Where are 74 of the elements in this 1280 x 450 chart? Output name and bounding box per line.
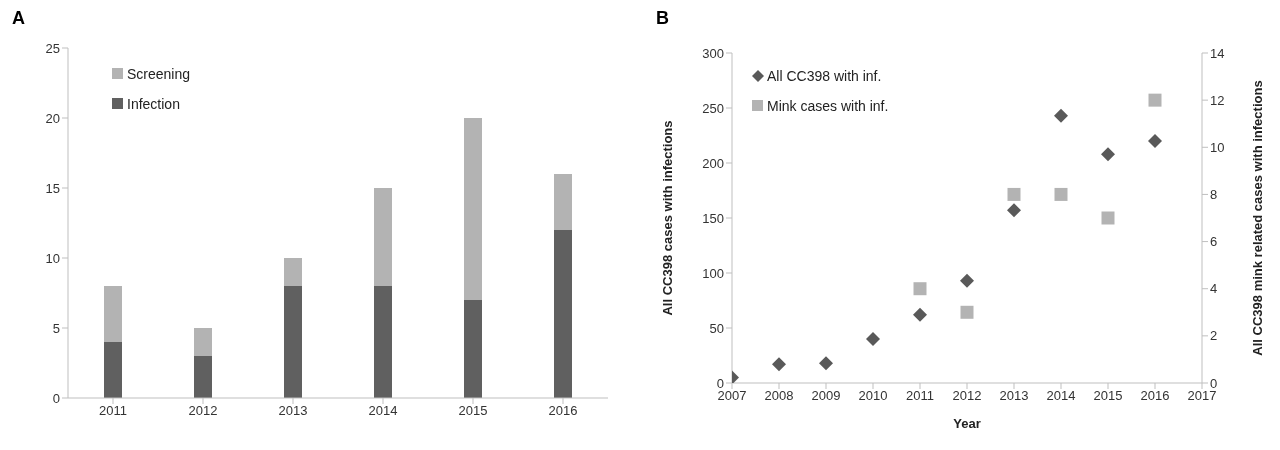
- point: [819, 356, 833, 371]
- x-tick-label: 2007: [717, 388, 747, 404]
- y-tick-label: 15: [45, 180, 60, 196]
- point: [1007, 187, 1021, 201]
- y-tick-label: 300: [702, 45, 724, 61]
- x-tick-label: 2015: [1093, 388, 1123, 404]
- y2-tick-label: 10: [1210, 139, 1225, 155]
- x-tick-label: 2009: [811, 388, 841, 404]
- y-tick-label: 150: [702, 210, 724, 226]
- y2-tick-label: 14: [1210, 45, 1225, 61]
- point: [960, 273, 974, 288]
- x-tick-label: 2016: [548, 403, 578, 419]
- bar: [284, 286, 302, 398]
- x-tick-label: 2012: [952, 388, 982, 404]
- y-tick-label: 10: [45, 250, 60, 266]
- point: [913, 307, 927, 322]
- y-tick-label: 25: [45, 40, 60, 56]
- y2-tick-label: 6: [1210, 234, 1218, 250]
- y-tick-label: 200: [702, 155, 724, 171]
- bar: [194, 356, 212, 398]
- x-tick-label: 2011: [99, 403, 127, 419]
- bar: [104, 286, 122, 342]
- x-tick-label: 2013: [278, 403, 308, 419]
- x-axis-title: Year: [953, 416, 981, 431]
- point: [1148, 134, 1162, 148]
- bar: [554, 230, 572, 398]
- x-tick-label: 2008: [764, 388, 794, 404]
- y-tick-label: 0: [716, 375, 724, 391]
- point: [1148, 93, 1162, 107]
- bar: [104, 342, 122, 398]
- x-tick-label: 2012: [188, 403, 218, 419]
- point: [1054, 187, 1068, 201]
- bar: [554, 174, 572, 230]
- y2-tick-label: 4: [1210, 281, 1218, 297]
- bar: [464, 118, 482, 300]
- y-tick-label: 20: [45, 110, 60, 126]
- chart-title: B: [656, 8, 669, 29]
- legend-label: Mink cases with inf.: [767, 98, 889, 114]
- y2-axis-title: All CC398 mink related cases with infections: [1249, 80, 1265, 356]
- y-tick-label: 50: [709, 320, 724, 336]
- point: [1007, 203, 1021, 218]
- point: [1054, 108, 1068, 123]
- point: [866, 332, 880, 346]
- y-tick-label: 100: [702, 265, 724, 281]
- y-tick-label: 5: [52, 320, 60, 336]
- point: [772, 357, 786, 372]
- legend-label: All CC398 with inf.: [767, 68, 882, 84]
- bar: [284, 258, 302, 286]
- x-tick-label: 2016: [1140, 388, 1170, 404]
- point: [913, 282, 927, 296]
- x-tick-label: 2010: [858, 388, 888, 404]
- chart-title: A: [12, 8, 25, 29]
- y2-tick-label: 0: [1210, 375, 1218, 391]
- bar: [374, 188, 392, 286]
- point: [1101, 147, 1115, 162]
- x-tick-label: 2017: [1187, 388, 1217, 404]
- x-tick-label: 2011: [906, 388, 934, 404]
- y2-tick-label: 8: [1210, 187, 1218, 203]
- x-tick-label: 2014: [368, 403, 398, 419]
- point: [960, 305, 974, 319]
- legend-label: Screening: [127, 66, 191, 82]
- legend-label: Infection: [127, 96, 180, 112]
- x-tick-label: 2014: [1046, 388, 1076, 404]
- y-tick-label: 250: [702, 100, 724, 116]
- x-tick-label: 2015: [458, 403, 488, 419]
- point: [1101, 211, 1115, 225]
- x-tick-label: 2013: [999, 388, 1029, 404]
- bar: [374, 286, 392, 398]
- bar: [194, 328, 212, 356]
- y2-tick-label: 12: [1210, 92, 1225, 108]
- y2-tick-label: 2: [1210, 328, 1218, 344]
- y-tick-label: 0: [52, 390, 60, 406]
- y-axis-title: All CC398 cases with infections: [659, 120, 675, 316]
- bar: [464, 300, 482, 398]
